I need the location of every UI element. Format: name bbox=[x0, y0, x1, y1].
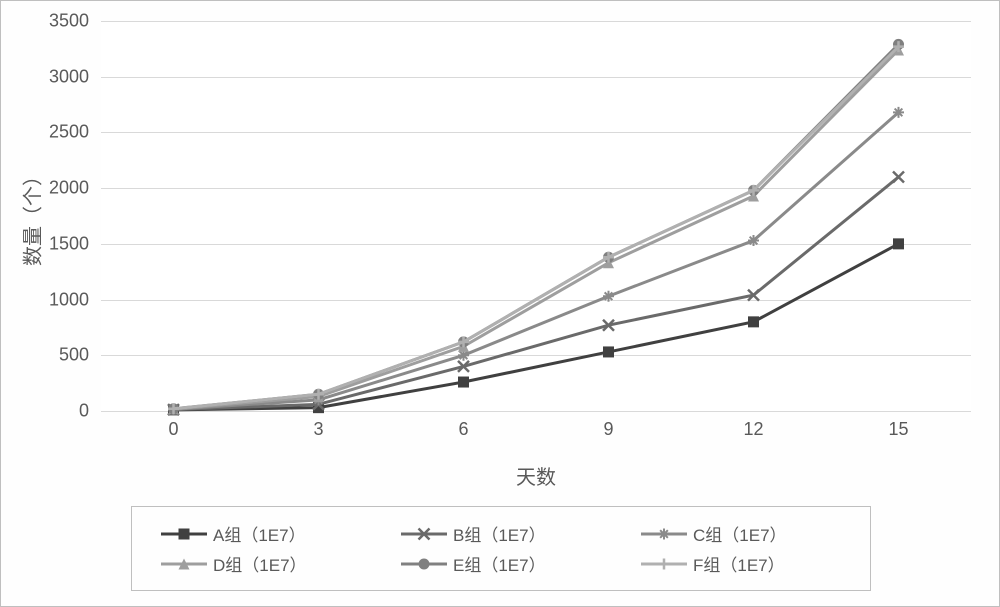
legend-item: A组（1E7） bbox=[161, 519, 361, 549]
plot-area bbox=[101, 21, 971, 411]
legend-item: C组（1E7） bbox=[641, 519, 841, 549]
x-axis-label: 天数 bbox=[516, 461, 556, 490]
y-tick-label: 2500 bbox=[29, 122, 89, 143]
y-tick-label: 1500 bbox=[29, 233, 89, 254]
x-tick-label: 12 bbox=[743, 419, 763, 440]
legend-swatch bbox=[641, 524, 687, 544]
legend-label: F组（1E7） bbox=[693, 551, 785, 576]
y-tick-label: 2000 bbox=[29, 178, 89, 199]
x-tick-label: 15 bbox=[888, 419, 908, 440]
y-tick-label: 1000 bbox=[29, 289, 89, 310]
legend-swatch bbox=[161, 524, 207, 544]
chart-frame: 数量（个） 天数 0500100015002000250030003500 03… bbox=[0, 0, 1000, 607]
y-tick-label: 3000 bbox=[29, 66, 89, 87]
x-tick-label: 9 bbox=[603, 419, 613, 440]
x-tick-label: 3 bbox=[313, 419, 323, 440]
legend-label: A组（1E7） bbox=[213, 521, 306, 546]
legend-item: B组（1E7） bbox=[401, 519, 601, 549]
y-tick-label: 500 bbox=[29, 345, 89, 366]
legend-item: D组（1E7） bbox=[161, 549, 361, 579]
legend: A组（1E7） B组（1E7） C组（1E7） D组（1E7） E组（1E7） F组… bbox=[131, 506, 871, 591]
y-tick-label: 0 bbox=[29, 401, 89, 422]
x-tick-label: 6 bbox=[458, 419, 468, 440]
legend-label: C组（1E7） bbox=[693, 521, 787, 546]
legend-item: F组（1E7） bbox=[641, 549, 841, 579]
y-tick-label: 3500 bbox=[29, 11, 89, 32]
legend-swatch bbox=[641, 554, 687, 574]
x-tick-label: 0 bbox=[168, 419, 178, 440]
legend-item: E组（1E7） bbox=[401, 549, 601, 579]
legend-swatch bbox=[161, 554, 207, 574]
legend-label: E组（1E7） bbox=[453, 551, 546, 576]
chart-lines bbox=[101, 21, 971, 411]
legend-swatch bbox=[401, 524, 447, 544]
legend-label: B组（1E7） bbox=[453, 521, 546, 546]
legend-swatch bbox=[401, 554, 447, 574]
legend-label: D组（1E7） bbox=[213, 551, 307, 576]
